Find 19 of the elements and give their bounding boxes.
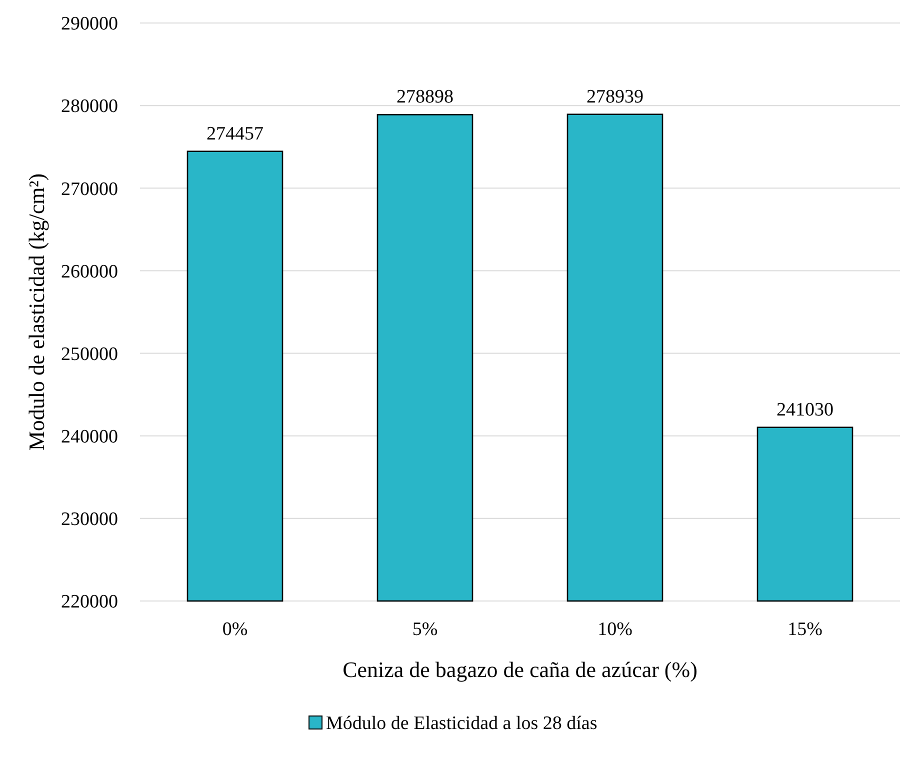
- data-label: 241030: [776, 399, 834, 420]
- y-tick-label: 230000: [61, 509, 118, 530]
- x-tick-label: 10%: [598, 619, 633, 640]
- legend-label: Módulo de Elasticidad a los 28 días: [326, 713, 598, 734]
- x-tick-label: 5%: [412, 619, 438, 640]
- y-tick-label: 240000: [61, 426, 118, 448]
- y-axis-title: Modulo de elasticidad (kg/cm²): [24, 173, 49, 451]
- y-tick-label: 250000: [61, 344, 118, 365]
- y-tick-label: 290000: [61, 14, 118, 35]
- x-tick-label: 15%: [788, 619, 823, 640]
- x-axis-title: Ceniza de bagazo de caña de azúcar (%): [342, 657, 698, 682]
- y-tick-label: 270000: [61, 178, 118, 200]
- data-label: 278939: [586, 86, 644, 108]
- y-tick-label: 280000: [61, 96, 118, 118]
- data-label: 274457: [206, 123, 264, 144]
- y-tick-label: 220000: [61, 592, 118, 613]
- y-tick-label: 260000: [61, 261, 118, 282]
- x-tick-label: 0%: [222, 619, 248, 640]
- data-label: 278898: [396, 86, 454, 108]
